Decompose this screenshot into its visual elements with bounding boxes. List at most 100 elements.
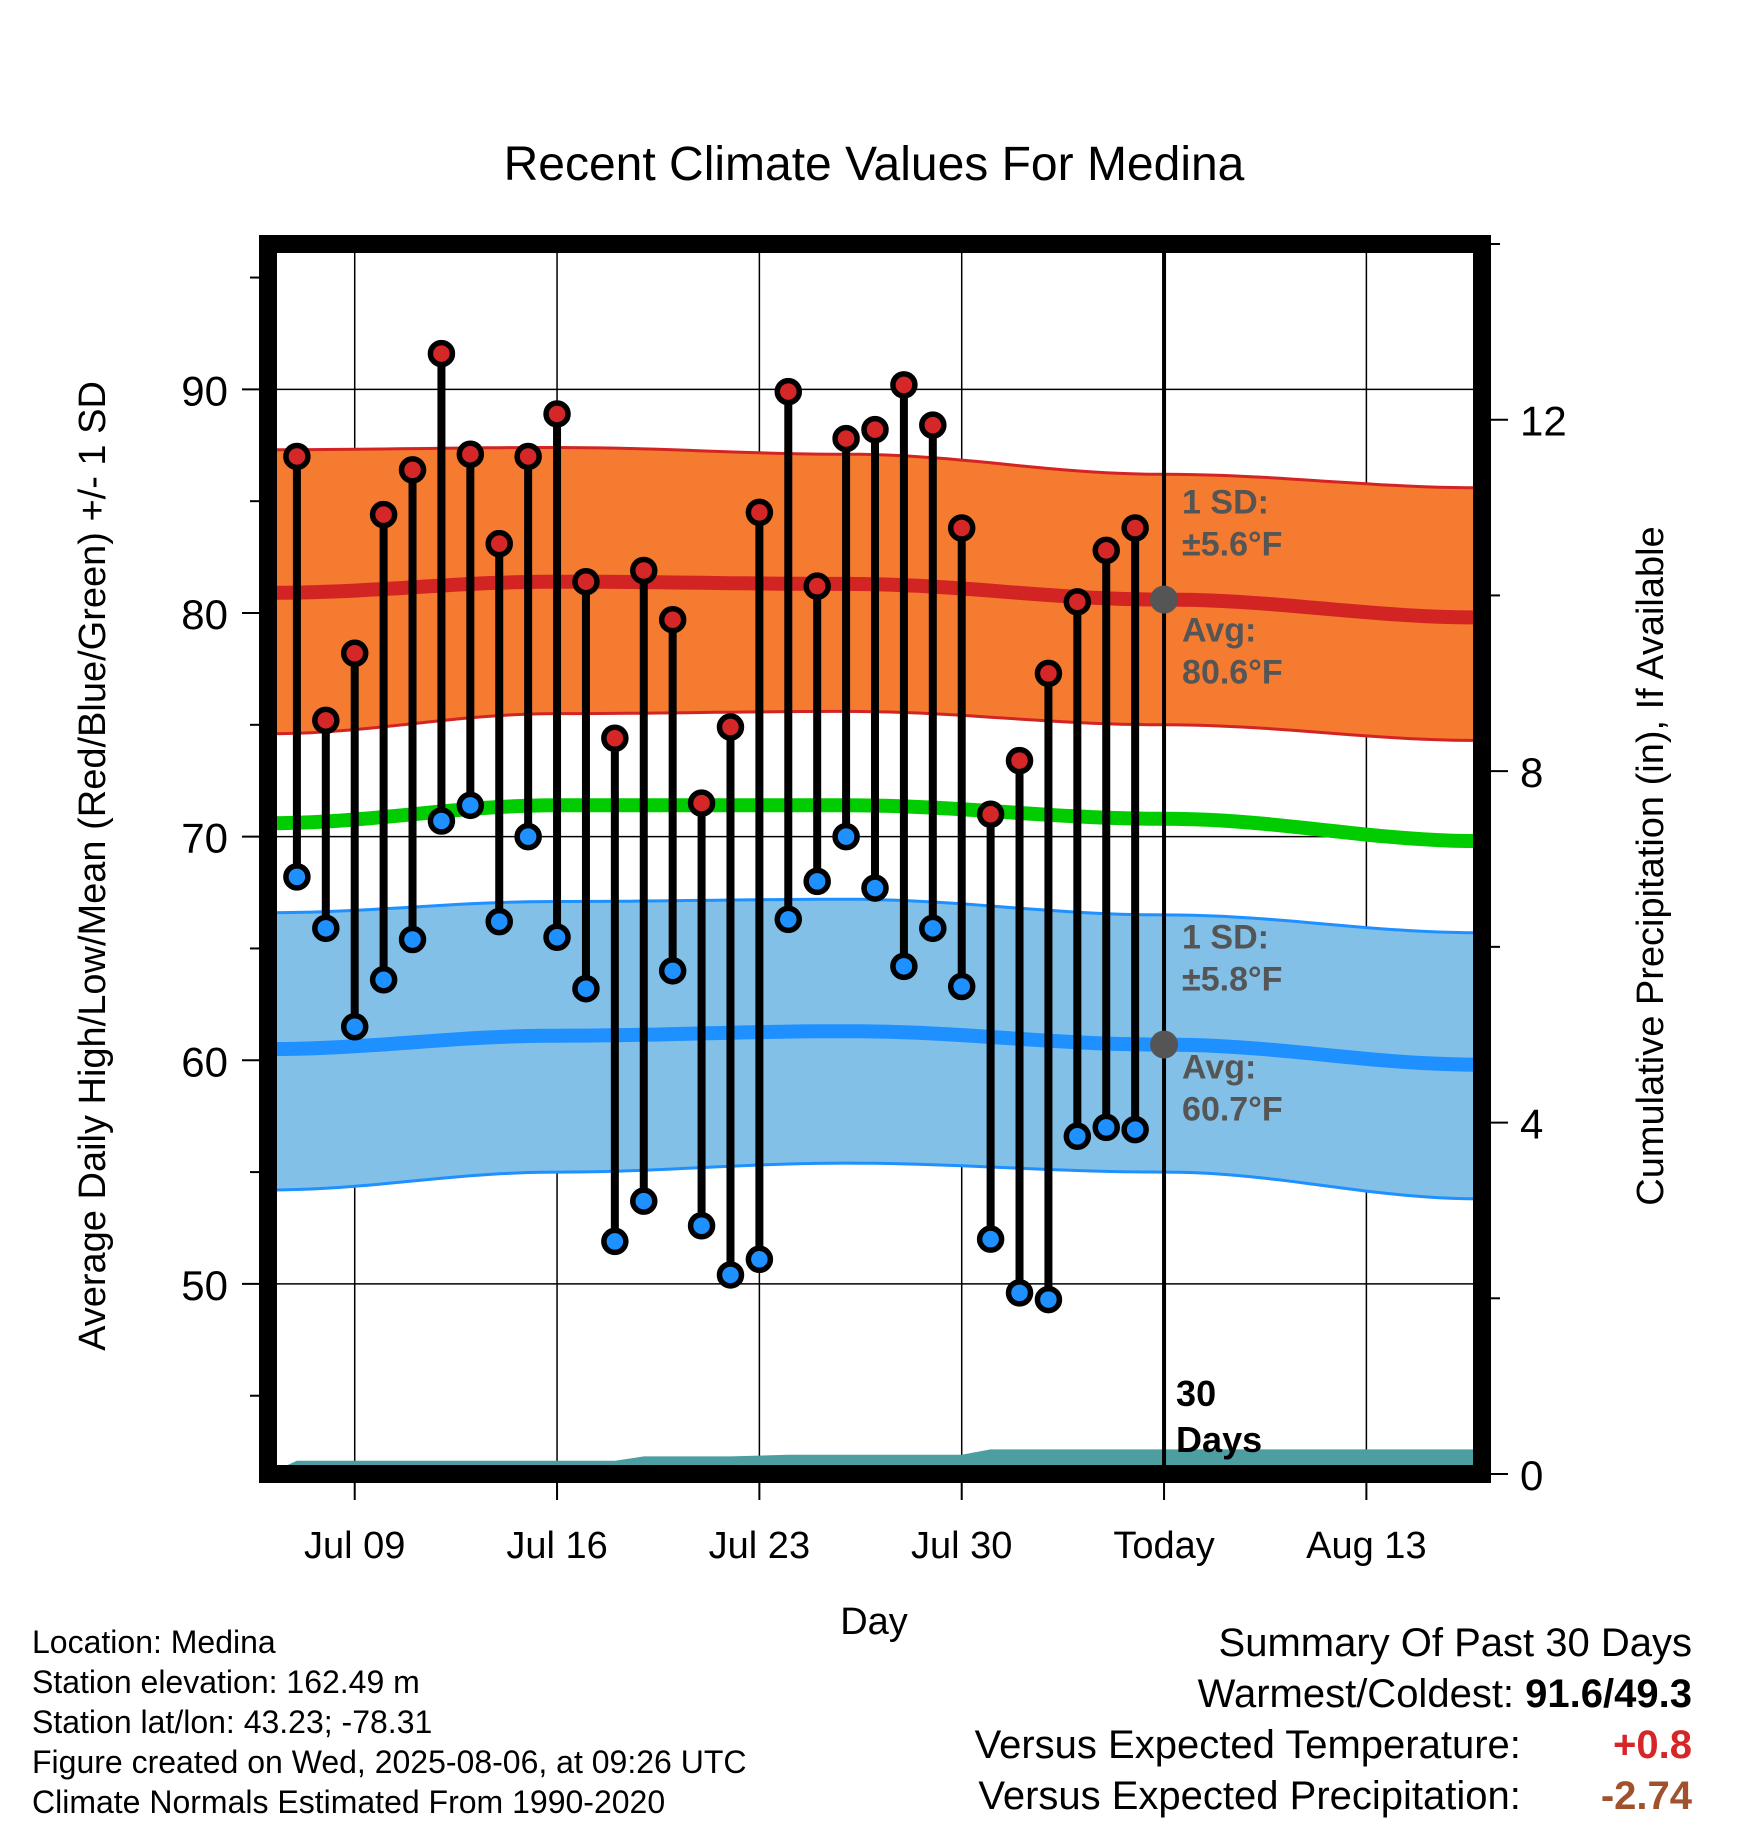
x-axis-label: Day	[840, 1601, 908, 1643]
chart-title: Recent Climate Values For Medina	[504, 138, 1245, 191]
plot-frame	[259, 235, 1491, 1483]
high-point	[1092, 536, 1120, 565]
low-point	[890, 952, 918, 981]
low-point	[514, 822, 542, 851]
high-point	[861, 415, 889, 444]
y-axis-label-right: Cumulative Precipitation (in), If Availa…	[1630, 526, 1672, 1205]
high-point	[543, 400, 571, 428]
low-avg-value: 60.7°F	[1182, 1091, 1283, 1129]
high-sd-value: ±5.6°F	[1182, 526, 1282, 564]
latlon-text: Station lat/lon: 43.23; -78.31	[32, 1704, 433, 1740]
high-point	[456, 440, 485, 468]
low-point	[543, 923, 571, 952]
low-sd-label: 1 SD:	[1182, 919, 1269, 957]
y-left-tick-label: 60	[181, 1038, 228, 1085]
low-point	[427, 807, 456, 835]
high-avg-marker	[1150, 585, 1179, 614]
low-point	[340, 1012, 369, 1041]
x-tick-label: Jul 16	[506, 1525, 607, 1567]
days-count-label: 30	[1176, 1373, 1216, 1414]
days-word-label: Days	[1176, 1419, 1262, 1460]
temp-row: Versus Expected Temperature: +0.8	[975, 1720, 1692, 1771]
low-point	[312, 914, 340, 943]
low-point	[1121, 1115, 1149, 1144]
high-point	[572, 567, 600, 596]
high-point	[745, 498, 774, 527]
high-avg-value: 80.6°F	[1182, 654, 1283, 692]
y-left-tick-label: 70	[181, 815, 228, 862]
high-point	[658, 605, 687, 634]
precip-label: Versus Expected Precipitation:	[978, 1774, 1521, 1818]
temp-value: +0.8	[1613, 1723, 1692, 1767]
low-point	[774, 905, 803, 934]
station-info: Location: Medina Station elevation: 162.…	[32, 1622, 746, 1822]
x-tick-label: Jul 23	[709, 1525, 810, 1567]
high-point	[398, 456, 427, 484]
low-point	[601, 1227, 629, 1256]
observation-layer	[283, 339, 1149, 1314]
low-point	[283, 863, 311, 891]
low-point	[832, 822, 860, 851]
high-sd-label: 1 SD:	[1182, 484, 1269, 522]
created-text: Figure created on Wed, 2025-08-06, at 09…	[32, 1744, 747, 1780]
low-point	[947, 972, 976, 1001]
low-point	[919, 914, 947, 943]
y-axis-label-left: Average Daily High/Low/Mean (Red/Blue/Gr…	[72, 381, 114, 1351]
high-point	[803, 572, 831, 600]
high-point	[716, 713, 745, 741]
high-point	[630, 556, 658, 585]
x-tick-label: Jul 30	[911, 1525, 1012, 1567]
high-point	[1063, 588, 1092, 616]
low-point	[716, 1261, 745, 1289]
low-point	[369, 966, 398, 994]
low-normal-line	[267, 1024, 1483, 1072]
y-left-tick-label: 90	[181, 367, 228, 414]
low-avg-label: Avg:	[1182, 1049, 1256, 1087]
high-point	[1005, 746, 1034, 775]
low-point	[456, 791, 485, 820]
high-point	[774, 377, 803, 406]
low-point	[745, 1245, 774, 1274]
axes-layer: 50 60 70 80 90 0 4 8 12 Jul 09 Jul 16 Jul 23 Jul 30 T…	[181, 235, 1567, 1567]
high-point	[919, 411, 947, 439]
warm-cold-value: 91.6/49.3	[1525, 1672, 1692, 1716]
high-avg-label: Avg:	[1182, 612, 1256, 650]
y-right-tick-label: 8	[1520, 749, 1543, 796]
high-point	[312, 706, 340, 735]
low-point	[572, 974, 600, 1003]
low-point	[630, 1187, 658, 1215]
temp-label: Versus Expected Temperature:	[974, 1723, 1521, 1767]
high-point	[1121, 514, 1149, 542]
low-point	[976, 1225, 1005, 1253]
low-sd-value: ±5.8°F	[1182, 961, 1282, 999]
y-left-tick-label: 80	[181, 591, 228, 638]
high-point	[485, 529, 513, 558]
low-point	[485, 907, 513, 936]
high-point	[601, 724, 629, 752]
summary-heading: Summary Of Past 30 Days	[1218, 1621, 1692, 1665]
low-point	[687, 1212, 716, 1240]
low-point	[803, 867, 831, 896]
high-point	[1034, 659, 1063, 688]
precip-row: Versus Expected Precipitation: -2.74	[975, 1771, 1692, 1822]
low-point	[398, 925, 427, 954]
low-point	[1005, 1279, 1034, 1307]
y-right-tick-label: 12	[1520, 398, 1567, 445]
warm-cold-row: Warmest/Coldest: 91.6/49.3	[975, 1669, 1692, 1720]
low-point	[1034, 1285, 1063, 1314]
summary-panel: Summary Of Past 30 Days Warmest/Coldest:…	[975, 1618, 1692, 1822]
location-text: Location: Medina	[32, 1624, 276, 1660]
low-point	[1063, 1122, 1092, 1151]
y-left-tick-label: 50	[181, 1262, 228, 1309]
y-right-tick-label: 4	[1520, 1101, 1543, 1148]
low-point	[1092, 1113, 1120, 1142]
precip-value: -2.74	[1600, 1774, 1692, 1818]
annotation-layer: 1 SD: ±5.6°F Avg: 80.6°F 1 SD: ±5.8°F Avg: 60.7…	[1150, 244, 1283, 1474]
x-tick-label: Aug 13	[1306, 1525, 1426, 1567]
high-point	[890, 371, 918, 399]
high-point	[369, 500, 398, 529]
elevation-text: Station elevation: 162.49 m	[32, 1664, 420, 1700]
high-point	[687, 789, 716, 817]
y-right-tick-label: 0	[1520, 1452, 1543, 1499]
